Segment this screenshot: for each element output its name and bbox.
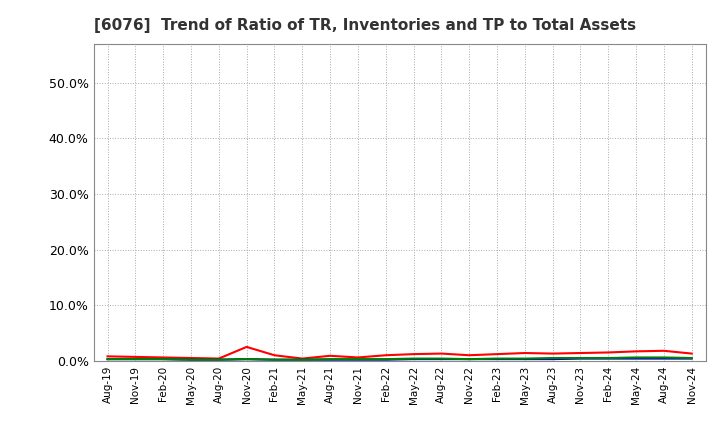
- Inventories: [631, 356, 640, 361]
- Trade Payables: [604, 356, 613, 361]
- Trade Payables: [159, 356, 168, 362]
- Trade Receivables: [186, 356, 195, 361]
- Trade Payables: [465, 356, 474, 362]
- Inventories: [186, 357, 195, 362]
- Inventories: [354, 357, 362, 362]
- Trade Payables: [215, 357, 223, 362]
- Inventories: [660, 356, 668, 361]
- Inventories: [604, 356, 613, 361]
- Trade Receivables: [660, 348, 668, 353]
- Inventories: [521, 356, 529, 362]
- Trade Receivables: [409, 352, 418, 357]
- Trade Receivables: [631, 349, 640, 354]
- Trade Payables: [382, 356, 390, 362]
- Inventories: [465, 356, 474, 362]
- Trade Payables: [631, 355, 640, 360]
- Inventories: [492, 356, 501, 362]
- Trade Receivables: [103, 354, 112, 359]
- Trade Payables: [576, 356, 585, 361]
- Trade Payables: [660, 355, 668, 360]
- Inventories: [325, 357, 334, 362]
- Inventories: [437, 356, 446, 362]
- Trade Receivables: [242, 344, 251, 349]
- Trade Receivables: [437, 351, 446, 356]
- Trade Payables: [103, 356, 112, 362]
- Trade Receivables: [549, 351, 557, 356]
- Trade Payables: [492, 356, 501, 361]
- Inventories: [103, 356, 112, 362]
- Trade Payables: [688, 356, 696, 361]
- Trade Payables: [549, 356, 557, 361]
- Inventories: [298, 357, 307, 362]
- Trade Payables: [409, 356, 418, 361]
- Trade Receivables: [492, 352, 501, 357]
- Trade Receivables: [465, 352, 474, 358]
- Inventories: [215, 357, 223, 362]
- Line: Trade Payables: Trade Payables: [107, 357, 692, 359]
- Trade Payables: [298, 357, 307, 362]
- Inventories: [549, 356, 557, 362]
- Trade Receivables: [604, 350, 613, 355]
- Trade Receivables: [521, 350, 529, 356]
- Trade Payables: [270, 357, 279, 362]
- Text: [6076]  Trend of Ratio of TR, Inventories and TP to Total Assets: [6076] Trend of Ratio of TR, Inventories…: [94, 18, 636, 33]
- Trade Receivables: [131, 354, 140, 359]
- Trade Payables: [186, 357, 195, 362]
- Inventories: [688, 356, 696, 361]
- Inventories: [576, 356, 585, 361]
- Trade Payables: [325, 356, 334, 362]
- Trade Receivables: [325, 353, 334, 359]
- Trade Receivables: [298, 356, 307, 361]
- Trade Payables: [131, 356, 140, 362]
- Trade Payables: [242, 356, 251, 362]
- Trade Receivables: [354, 355, 362, 360]
- Inventories: [382, 357, 390, 362]
- Trade Receivables: [688, 351, 696, 356]
- Trade Payables: [521, 356, 529, 361]
- Inventories: [242, 356, 251, 362]
- Trade Receivables: [576, 350, 585, 356]
- Trade Receivables: [382, 352, 390, 358]
- Inventories: [409, 356, 418, 362]
- Trade Receivables: [159, 355, 168, 360]
- Trade Receivables: [270, 352, 279, 358]
- Trade Payables: [437, 356, 446, 361]
- Inventories: [270, 357, 279, 362]
- Inventories: [159, 356, 168, 362]
- Trade Payables: [354, 356, 362, 362]
- Inventories: [131, 356, 140, 362]
- Trade Receivables: [215, 356, 223, 361]
- Line: Trade Receivables: Trade Receivables: [107, 347, 692, 359]
